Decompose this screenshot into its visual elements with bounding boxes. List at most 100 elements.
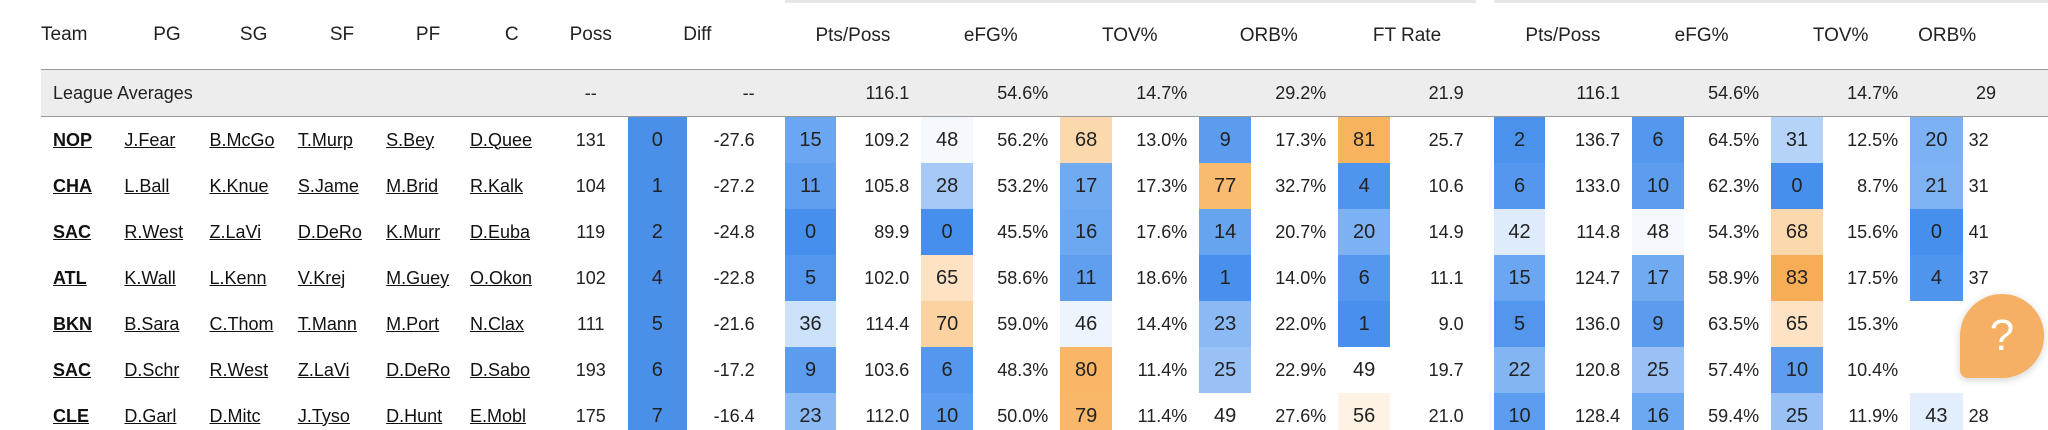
player-sg: R.West [209, 347, 297, 393]
player-sf-link[interactable]: D.DeRo [297, 221, 362, 242]
player-c-link[interactable]: N.Clax [469, 313, 524, 334]
def-efg-value: 63.5% [1708, 313, 1760, 334]
poss-cell: 131 [575, 129, 606, 150]
col-diff[interactable]: Diff [627, 1, 767, 70]
def-efg-rank: 9 [1632, 301, 1684, 347]
col-off-pts-poss[interactable]: Pts/Poss [784, 0, 922, 70]
poss-cell: 104 [575, 175, 606, 196]
col-sg[interactable]: SG [209, 1, 298, 70]
player-sg: L.Kenn [209, 255, 297, 301]
player-sg-link[interactable]: C.Thom [209, 313, 274, 334]
col-poss[interactable]: Poss [553, 1, 628, 70]
player-sg-link[interactable]: L.Kenn [209, 267, 267, 288]
player-sf-link[interactable]: T.Murp [297, 129, 353, 150]
team-cell: SAC [41, 209, 124, 255]
player-sf-link[interactable]: S.Jame [297, 175, 359, 196]
player-pg-link[interactable]: L.Ball [124, 175, 170, 196]
off-ft-rate-rank: 20 [1338, 209, 1391, 255]
row-spacer [766, 209, 785, 255]
col-def-orb[interactable]: ORB% [1910, 0, 2048, 70]
player-sf-link[interactable]: Z.LaVi [297, 359, 350, 380]
off-ft-rate-rank: 4 [1338, 163, 1391, 209]
player-pf: S.Bey [386, 117, 470, 164]
def-pts-poss-value: 133.0 [1575, 175, 1621, 196]
poss-cell: 193 [575, 359, 606, 380]
player-pg: K.Wall [124, 255, 209, 301]
off-ft-rate-value: 19.7 [1428, 359, 1464, 380]
player-pf-link[interactable]: K.Murr [386, 221, 441, 242]
def-pts-poss-value: 124.7 [1575, 267, 1621, 288]
league-off-ft-rate: 21.9 [1338, 69, 1476, 117]
team-cell-link[interactable]: NOP [53, 129, 93, 150]
off-efg-rank: 6 [921, 347, 973, 393]
player-pg: D.Schr [124, 347, 209, 393]
col-def-pts-poss[interactable]: Pts/Poss [1493, 0, 1633, 70]
player-pf-link[interactable]: D.Hunt [386, 405, 443, 426]
player-sf-link[interactable]: J.Tyso [297, 405, 350, 426]
diff-rank-cell: 4 [627, 255, 687, 301]
team-cell-link[interactable]: CHA [53, 175, 92, 196]
player-pg-link[interactable]: B.Sara [124, 313, 180, 334]
def-orb-value: 32 [1968, 129, 1989, 150]
def-efg-rank: 16 [1632, 393, 1684, 430]
col-def-efg[interactable]: eFG% [1632, 0, 1772, 70]
player-sf-link[interactable]: T.Mann [297, 313, 357, 334]
player-sg-link[interactable]: B.McGo [209, 129, 275, 150]
team-cell-link[interactable]: SAC [53, 359, 92, 380]
off-orb-rank: 49 [1199, 393, 1251, 430]
player-c-link[interactable]: R.Kalk [469, 175, 523, 196]
player-pf-link[interactable]: S.Bey [386, 129, 435, 150]
player-sg-link[interactable]: Z.LaVi [209, 221, 262, 242]
player-sg-link[interactable]: K.Knue [209, 175, 269, 196]
col-pg[interactable]: PG [124, 1, 210, 70]
player-pf-link[interactable]: M.Guey [386, 267, 450, 288]
col-off-ft-rate[interactable]: FT Rate [1338, 0, 1476, 70]
off-tov-rank: 16 [1060, 209, 1112, 255]
table-row: CLE D.Garl D.Mitc J.Tyso D.Hunt E.Mobl 175 7 -16… [41, 393, 2048, 430]
off-ft-rate-value: 10.6 [1428, 175, 1464, 196]
player-pg-link[interactable]: K.Wall [124, 267, 176, 288]
team-cell-link[interactable]: CLE [53, 405, 89, 426]
table-row: CHA L.Ball K.Knue S.Jame M.Brid R.Kalk 104 1 -27… [41, 163, 2048, 209]
player-pg-link[interactable]: D.Garl [124, 405, 177, 426]
player-pg-link[interactable]: D.Schr [124, 359, 180, 380]
table-row: BKN B.Sara C.Thom T.Mann M.Port N.Clax 111 5 -21… [41, 301, 2048, 347]
player-c: D.Quee [470, 117, 554, 164]
player-pf-link[interactable]: D.DeRo [386, 359, 451, 380]
player-pf-link[interactable]: M.Port [386, 313, 440, 334]
col-off-orb[interactable]: ORB% [1199, 0, 1339, 70]
help-button[interactable]: ? [1960, 294, 2044, 378]
player-pg-link[interactable]: J.Fear [124, 129, 176, 150]
team-cell-link[interactable]: BKN [53, 313, 92, 334]
player-pf-link[interactable]: M.Brid [386, 175, 439, 196]
player-pg-link[interactable]: R.West [124, 221, 184, 242]
player-c-link[interactable]: D.Sabo [469, 359, 530, 380]
player-c-link[interactable]: E.Mobl [469, 405, 526, 426]
col-team[interactable]: Team [41, 1, 125, 70]
diff-cell: -27.2 [713, 175, 755, 196]
off-tov-rank: 46 [1060, 301, 1112, 347]
off-ft-rate-rank: 1 [1338, 301, 1391, 347]
off-pts-poss-value: 89.9 [874, 221, 910, 242]
player-sg-link[interactable]: R.West [209, 359, 269, 380]
player-sg-link[interactable]: D.Mitc [209, 405, 261, 426]
off-ft-rate-rank: 56 [1338, 393, 1391, 430]
col-pf[interactable]: PF [386, 1, 470, 70]
team-cell-link[interactable]: SAC [53, 221, 92, 242]
def-orb-rank [1910, 301, 1963, 347]
col-sf[interactable]: SF [297, 1, 387, 70]
off-pts-poss-value: 105.8 [864, 175, 910, 196]
def-orb-value: 28 [1968, 405, 1989, 426]
player-c-link[interactable]: D.Quee [469, 129, 532, 150]
col-off-efg[interactable]: eFG% [921, 0, 1061, 70]
def-tov-value: 10.4% [1847, 359, 1899, 380]
player-c-link[interactable]: D.Euba [469, 221, 530, 242]
col-def-tov[interactable]: TOV% [1771, 0, 1911, 70]
player-c-link[interactable]: O.Okon [469, 267, 532, 288]
col-off-tov[interactable]: TOV% [1060, 0, 1200, 70]
poss-cell: 102 [575, 267, 606, 288]
player-sf-link[interactable]: V.Krej [297, 267, 346, 288]
def-tov-rank: 68 [1771, 209, 1823, 255]
col-c[interactable]: C [469, 1, 554, 70]
team-cell-link[interactable]: ATL [53, 267, 87, 288]
